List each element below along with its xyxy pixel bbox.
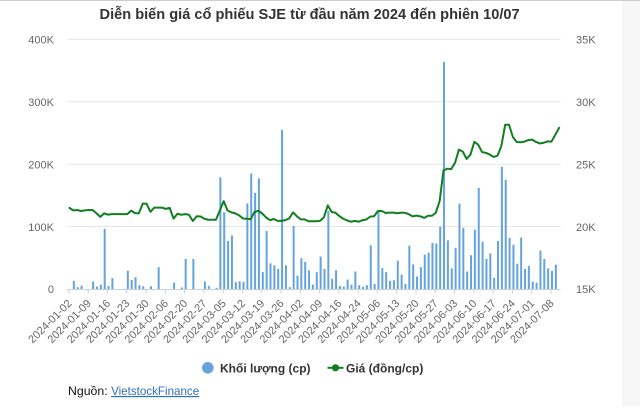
svg-text:Khối lượng (cp): Khối lượng (cp)	[220, 362, 311, 376]
svg-text:200K: 200K	[28, 159, 54, 171]
svg-text:100K: 100K	[28, 222, 54, 234]
svg-text:Giá (đồng/cp): Giá (đồng/cp)	[346, 362, 423, 376]
svg-text:Nguồn: VietstockFinance: Nguồn: VietstockFinance	[68, 384, 199, 398]
svg-text:30K: 30K	[576, 97, 596, 109]
svg-text:Diễn biến giá cổ phiếu SJE từ: Diễn biến giá cổ phiếu SJE từ đầu năm 20…	[100, 6, 520, 23]
svg-text:35K: 35K	[576, 35, 596, 47]
svg-text:15K: 15K	[576, 284, 596, 296]
svg-text:0: 0	[48, 284, 54, 296]
svg-text:20K: 20K	[576, 222, 596, 234]
svg-text:25K: 25K	[576, 159, 596, 171]
svg-text:400K: 400K	[28, 35, 54, 47]
svg-text:300K: 300K	[28, 97, 54, 109]
